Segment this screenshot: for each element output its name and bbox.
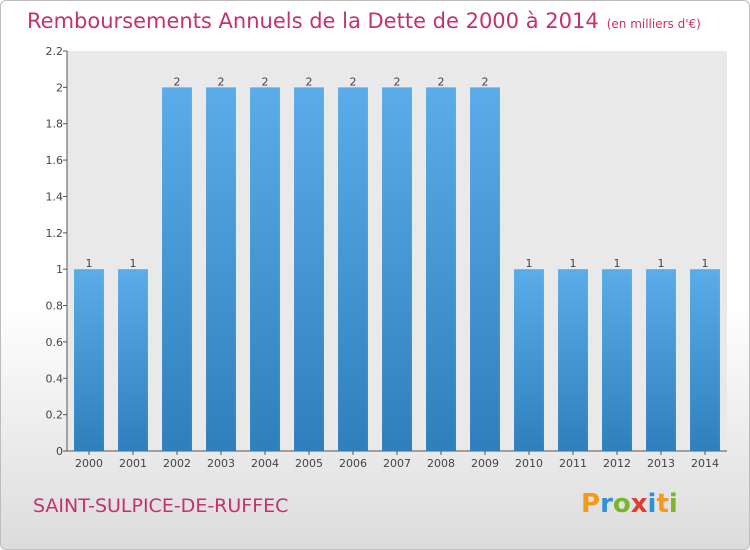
bar bbox=[382, 87, 412, 451]
x-tick-label: 2014 bbox=[691, 457, 719, 470]
bar-value-label: 1 bbox=[702, 257, 709, 270]
bar-value-label: 2 bbox=[218, 75, 225, 88]
chart-title: Remboursements Annuels de la Dette de 20… bbox=[27, 9, 701, 33]
bar bbox=[74, 269, 104, 451]
x-tick-label: 2002 bbox=[163, 457, 191, 470]
bar bbox=[470, 87, 500, 451]
bar-value-label: 1 bbox=[570, 257, 577, 270]
bar-value-label: 2 bbox=[394, 75, 401, 88]
y-tick-label: 0.4 bbox=[46, 372, 64, 385]
bar-value-label: 2 bbox=[306, 75, 313, 88]
y-tick-label: 1.6 bbox=[46, 154, 64, 167]
y-tick-label: 0.6 bbox=[46, 336, 64, 349]
bar-value-label: 2 bbox=[350, 75, 357, 88]
bar-value-label: 1 bbox=[658, 257, 665, 270]
y-tick-label: 1 bbox=[56, 263, 63, 276]
bar bbox=[162, 87, 192, 451]
y-tick-label: 1.8 bbox=[46, 118, 64, 131]
proxiti-logo: Proxiti bbox=[581, 489, 678, 519]
x-tick-label: 2001 bbox=[119, 457, 147, 470]
y-tick-label: 0.8 bbox=[46, 300, 64, 313]
logo-letter: i bbox=[647, 489, 657, 519]
x-tick-label: 2005 bbox=[295, 457, 323, 470]
bar-value-label: 2 bbox=[482, 75, 489, 88]
x-tick-label: 2006 bbox=[339, 457, 367, 470]
chart-subtitle: (en milliers d'€) bbox=[606, 17, 701, 31]
bar bbox=[514, 269, 544, 451]
bar bbox=[206, 87, 236, 451]
logo-letter: x bbox=[630, 489, 648, 519]
bar bbox=[250, 87, 280, 451]
bar bbox=[426, 87, 456, 451]
bar bbox=[558, 269, 588, 451]
bar bbox=[690, 269, 720, 451]
bar bbox=[602, 269, 632, 451]
x-tick-label: 2004 bbox=[251, 457, 279, 470]
x-tick-label: 2008 bbox=[427, 457, 455, 470]
logo-letter: P bbox=[581, 489, 601, 519]
x-tick-label: 2007 bbox=[383, 457, 411, 470]
y-tick-label: 0.2 bbox=[46, 409, 64, 422]
bar-value-label: 1 bbox=[86, 257, 93, 270]
y-tick-label: 0 bbox=[56, 445, 63, 458]
bar-value-label: 1 bbox=[130, 257, 137, 270]
city-name: SAINT-SULPICE-DE-RUFFEC bbox=[33, 495, 289, 517]
logo-letter: r bbox=[600, 489, 613, 519]
bar-value-label: 1 bbox=[526, 257, 533, 270]
x-tick-label: 2013 bbox=[647, 457, 675, 470]
x-tick-label: 2003 bbox=[207, 457, 235, 470]
x-tick-label: 2010 bbox=[515, 457, 543, 470]
bar bbox=[338, 87, 368, 451]
bar bbox=[118, 269, 148, 451]
bar-value-label: 1 bbox=[614, 257, 621, 270]
y-tick-label: 2.2 bbox=[46, 45, 64, 58]
chart-title-text: Remboursements Annuels de la Dette de 20… bbox=[27, 9, 599, 33]
y-tick-label: 2 bbox=[56, 81, 63, 94]
bar-value-label: 2 bbox=[262, 75, 269, 88]
y-tick-label: 1.2 bbox=[46, 227, 64, 240]
bar-value-label: 2 bbox=[438, 75, 445, 88]
bar-value-label: 2 bbox=[174, 75, 181, 88]
x-tick-label: 2012 bbox=[603, 457, 631, 470]
bar bbox=[294, 87, 324, 451]
logo-letter: o bbox=[612, 489, 631, 519]
logo-letter: i bbox=[668, 489, 678, 519]
x-tick-label: 2011 bbox=[559, 457, 587, 470]
x-tick-label: 2000 bbox=[75, 457, 103, 470]
y-tick-label: 1.4 bbox=[46, 190, 64, 203]
logo-letter: t bbox=[656, 489, 669, 519]
x-tick-label: 2009 bbox=[471, 457, 499, 470]
bar bbox=[646, 269, 676, 451]
